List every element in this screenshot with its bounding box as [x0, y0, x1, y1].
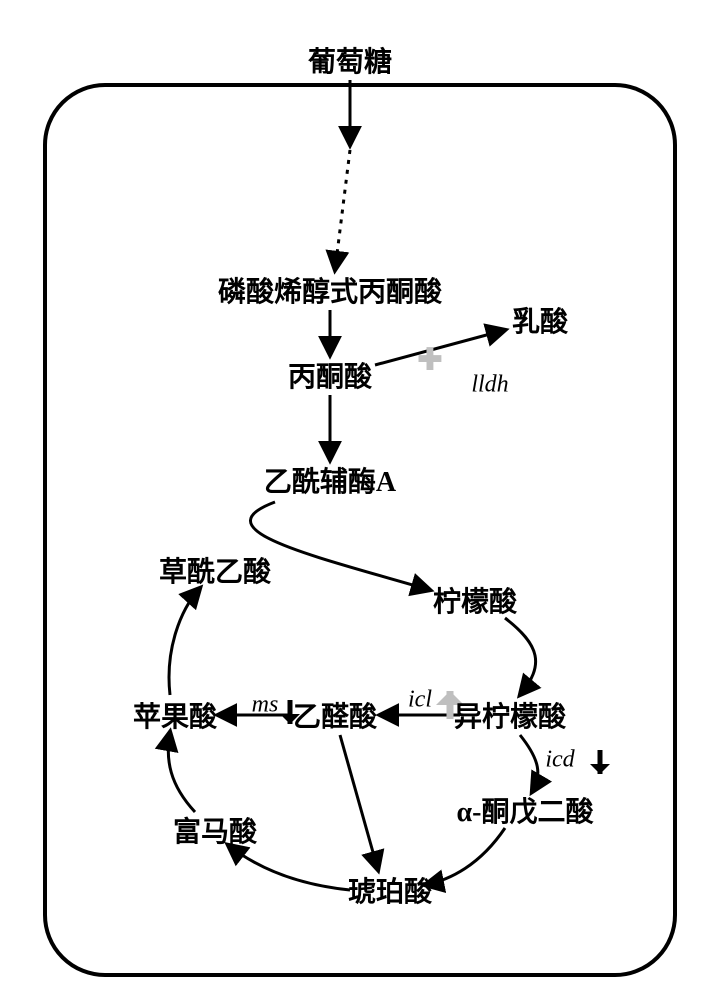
arrow-into_pep_dotted — [335, 150, 350, 270]
node-isocitrate: 异柠檬酸 — [454, 695, 566, 735]
block-lldh-icon: ✚ — [417, 343, 442, 378]
node-acetylcoa: 乙酰辅酶A — [264, 460, 396, 500]
enzyme-lldh: lldh — [471, 372, 508, 399]
enzyme-ms: ms — [252, 692, 279, 719]
node-akg: α-酮戊二酸 — [457, 790, 594, 830]
arrow-malate_to_oaa — [169, 588, 200, 695]
node-succinate: 琥珀酸 — [348, 870, 432, 910]
node-fumarate: 富马酸 — [173, 810, 257, 850]
node-pyruvate: 丙酮酸 — [288, 355, 372, 395]
arrow-citrate_to_isocit — [505, 618, 536, 695]
arrow-fum_to_malate — [168, 732, 195, 812]
enzyme-icd: icd — [545, 747, 574, 774]
diagram-stage: 葡萄糖磷酸烯醇式丙酮酸丙酮酸 乳酸乙酰辅酶A 草酰乙酸柠檬酸异柠檬酸 α-酮戊二酸琥珀… — [0, 0, 725, 1000]
node-pep: 磷酸烯醇式丙酮酸 — [218, 270, 442, 310]
node-glucose: 葡萄糖 — [308, 40, 392, 80]
node-malate: 苹果酸 — [133, 695, 217, 735]
arrow-glyox_to_succ — [340, 735, 378, 870]
arrow-isocit_to_akg — [520, 735, 538, 792]
arrow-akg_to_succ — [425, 828, 505, 885]
node-lactate: 乳酸 — [512, 300, 568, 340]
node-glyoxylate: 乙醛酸 — [293, 695, 377, 735]
node-citrate: 柠檬酸 — [433, 580, 517, 620]
node-oaa: 草酰乙酸 — [159, 550, 271, 590]
arrow-succ_to_fum — [228, 845, 350, 890]
diagram-svg — [0, 0, 725, 1000]
arrow-acoa_oaa_to_citrate — [250, 502, 430, 590]
enzyme-icl: icl — [408, 687, 432, 714]
